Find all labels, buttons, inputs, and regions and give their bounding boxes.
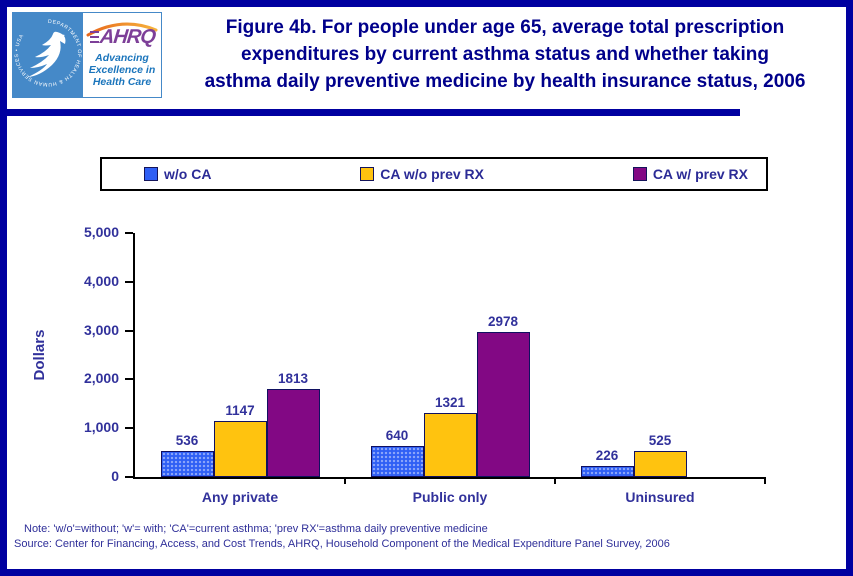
bar-value-label: 2978 [487,314,519,329]
legend-item: CA w/ prev RX [632,166,748,182]
legend-label: w/o CA [164,166,212,182]
ahrq-hhs-logo: DEPARTMENT OF HEALTH & HUMAN SERVICES • … [12,12,162,98]
bar-value-label: 536 [175,433,199,448]
legend-swatch-icon [144,167,158,181]
bar [633,451,687,477]
x-tick [553,477,556,484]
ahrq-wordmark: AHRQ Advancing Excellence in Health Care [83,13,161,97]
bar-group: 226 525 [555,233,765,477]
y-tick-label: 5,000 [83,224,119,240]
y-tick [125,476,133,478]
bar-slot: 226 [580,448,634,477]
figure-title-line: asthma daily preventive medicine by heal… [204,71,806,92]
y-tick-label: 0 [111,468,119,484]
bar-slot: 640 [370,428,424,477]
y-tick [125,378,133,381]
bar [266,389,320,477]
figure-note: Note: 'w/o'=without; 'w'= with; 'CA'=cur… [24,523,488,535]
bar-slot: 2978 [476,314,530,477]
y-axis-title: Dollars [31,329,48,381]
hhs-emblem: DEPARTMENT OF HEALTH & HUMAN SERVICES • … [13,13,83,97]
bar-value-label: 1147 [225,403,255,418]
y-tick-label: 4,000 [83,272,119,289]
x-tick [343,477,346,484]
y-tick-label: 2,000 [83,370,119,387]
bar [423,413,477,477]
ahrq-tagline-line: Advancing [95,52,149,64]
ahrq-speedlines-icon [89,31,99,44]
y-tick [125,329,133,332]
figure-title: Figure 4b. For people under age 65, aver… [167,14,843,95]
header-divider-bar [7,109,740,116]
bar [370,446,424,477]
category-label: Public only [412,489,488,505]
x-tick [763,477,766,484]
bar-value-label: 1813 [277,371,309,386]
plot-area: 0 1,000 2,000 3,000 4,000 5,000 536 1147 1813 Any… [84,224,766,505]
category-label: Any private [201,489,279,505]
legend-swatch-icon [632,167,647,181]
bar-slot: 1147 [213,403,267,477]
bar-value-label: 226 [595,448,619,463]
legend-item: w/o CA [144,166,211,182]
legend-swatch-icon [360,167,375,181]
hhs-eagle-icon: DEPARTMENT OF HEALTH & HUMAN SERVICES • … [14,19,82,87]
y-tick [125,280,133,283]
legend-label: CA w/o prev RX [380,166,484,182]
bar [213,421,267,477]
bar [476,332,530,477]
figure-source: Source: Center for Financing, Access, an… [14,538,670,550]
bar-slot: 1321 [423,395,477,477]
bar-value-label: 640 [385,428,409,443]
category-label: Uninsured [625,489,695,505]
bar-slot: 1813 [266,371,320,477]
ahrq-tagline-line: Health Care [92,76,152,88]
bar-slot: 536 [160,433,214,477]
y-tick [125,232,133,234]
figure-title-line: Figure 4b. For people under age 65, aver… [225,17,785,38]
legend-item: CA w/o prev RX [360,166,484,182]
y-tick [125,427,133,430]
bar-slot: 525 [633,433,687,477]
bar [160,451,214,477]
figure-title-line: expenditures by current asthma status an… [241,44,769,65]
bar [580,466,634,477]
bar-value-label: 1321 [434,395,466,410]
legend: w/o CA CA w/o prev RX CA w/ prev RX [100,157,768,191]
ahrq-acronym: AHRQ [98,26,156,48]
bar-group: 536 1147 1813 [135,233,345,477]
bar-value-label: 525 [648,433,672,448]
legend-label: CA w/ prev RX [652,166,748,182]
y-tick-label: 1,000 [83,419,119,436]
y-tick-label: 3,000 [83,321,119,338]
ahrq-tagline-line: Excellence in [88,64,156,76]
bar-group: 640 1321 2978 [345,233,555,477]
